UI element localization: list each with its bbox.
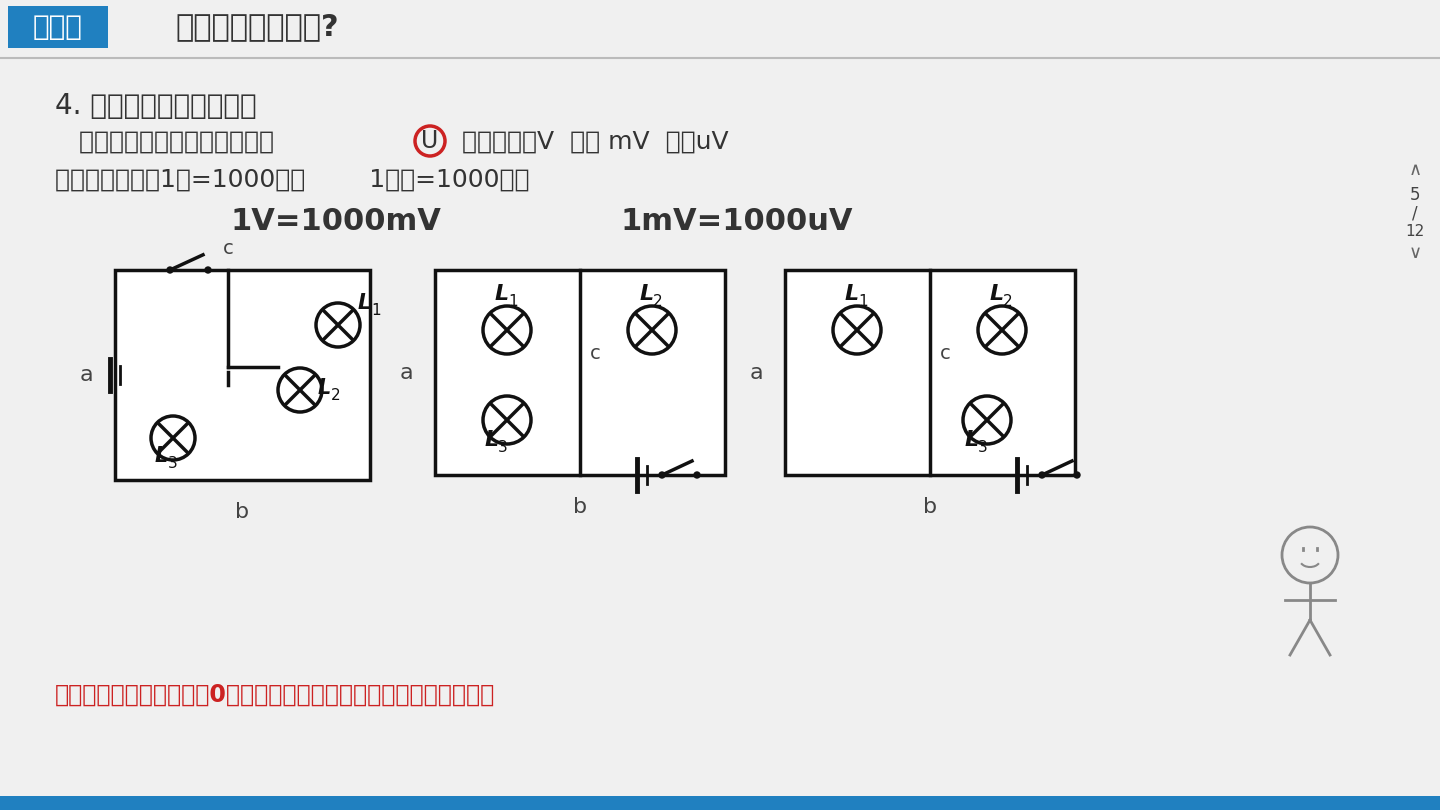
Circle shape [315, 303, 360, 347]
Text: U: U [422, 129, 439, 153]
FancyBboxPatch shape [0, 796, 1440, 810]
Text: L: L [156, 446, 168, 466]
Text: 1: 1 [508, 294, 517, 309]
Text: c: c [223, 239, 233, 258]
FancyBboxPatch shape [9, 6, 108, 48]
Text: 电路中有什么参数?: 电路中有什么参数? [176, 12, 338, 41]
FancyBboxPatch shape [435, 270, 724, 475]
Text: b: b [573, 497, 588, 517]
Text: 单位换算关系：1伏=1000毫伏        1毫伏=1000微伏: 单位换算关系：1伏=1000毫伏 1毫伏=1000微伏 [55, 168, 530, 192]
Text: b: b [923, 497, 937, 517]
Text: 3: 3 [168, 456, 177, 471]
Text: ∧: ∧ [1408, 161, 1421, 179]
Text: 1mV=1000uV: 1mV=1000uV [621, 207, 852, 236]
FancyBboxPatch shape [115, 270, 370, 480]
Text: L: L [485, 430, 500, 450]
Circle shape [1040, 472, 1045, 478]
Text: L: L [495, 284, 510, 304]
Text: a: a [749, 363, 763, 383]
Circle shape [151, 416, 194, 460]
Text: 单位：伏特V  毫伏 mV  微伏uV: 单位：伏特V 毫伏 mV 微伏uV [454, 130, 729, 154]
Text: 3: 3 [978, 440, 988, 455]
Text: 2: 2 [1004, 294, 1012, 309]
Text: 2: 2 [652, 294, 662, 309]
Text: L: L [359, 293, 372, 313]
Text: a: a [399, 363, 413, 383]
Circle shape [963, 396, 1011, 444]
Text: 2: 2 [331, 388, 341, 403]
Text: L: L [965, 430, 979, 450]
Text: 注：导线一般认为电阻为0，所以导线上每个点的电压均认为是相同的: 注：导线一般认为电阻为0，所以导线上每个点的电压均认为是相同的 [55, 683, 495, 707]
Text: L: L [639, 284, 654, 304]
Circle shape [978, 306, 1025, 354]
Circle shape [204, 267, 212, 273]
Text: ∨: ∨ [1408, 244, 1421, 262]
Text: 3: 3 [498, 440, 508, 455]
Circle shape [694, 472, 700, 478]
Text: 5: 5 [1410, 186, 1420, 204]
Text: 4. 电压的大小怎样描述？: 4. 电压的大小怎样描述？ [55, 92, 256, 120]
Text: b: b [235, 502, 249, 522]
Circle shape [482, 306, 531, 354]
Circle shape [660, 472, 665, 478]
Text: /: / [1413, 204, 1418, 222]
Text: 用物理量电流来描述，符号：: 用物理量电流来描述，符号： [55, 130, 274, 154]
Text: 1V=1000mV: 1V=1000mV [230, 207, 441, 236]
Text: c: c [590, 344, 600, 363]
Text: L: L [318, 378, 331, 398]
Text: 1: 1 [372, 303, 380, 318]
FancyBboxPatch shape [785, 270, 1076, 475]
Circle shape [167, 267, 173, 273]
Text: 1: 1 [858, 294, 868, 309]
Text: a: a [79, 365, 94, 385]
Circle shape [278, 368, 323, 412]
Circle shape [832, 306, 881, 354]
Text: c: c [940, 344, 950, 363]
Circle shape [1074, 472, 1080, 478]
Text: 12: 12 [1405, 224, 1424, 238]
Text: L: L [845, 284, 860, 304]
Circle shape [482, 396, 531, 444]
Circle shape [628, 306, 675, 354]
Text: 知识点: 知识点 [33, 13, 84, 41]
Text: L: L [991, 284, 1004, 304]
